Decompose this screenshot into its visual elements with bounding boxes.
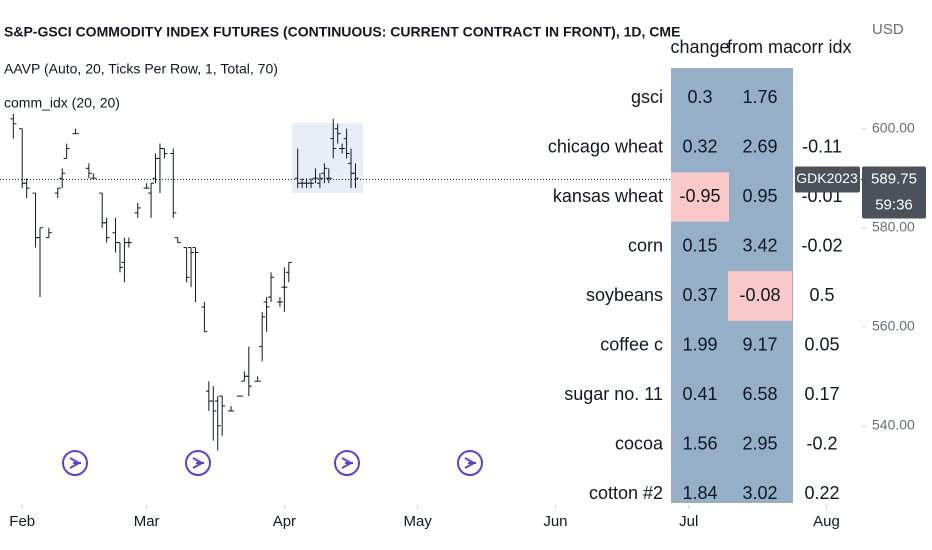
row-label: kansas wheat xyxy=(553,186,663,206)
highlight-region xyxy=(292,123,363,193)
cell-value: 6.58 xyxy=(742,384,777,404)
column-header: from ma xyxy=(727,37,794,57)
event-icon[interactable] xyxy=(334,450,360,476)
chart-title: S&P-GSCI COMMODITY INDEX FUTURES (CONTIN… xyxy=(4,24,680,40)
cell-value: 1.76 xyxy=(742,87,777,107)
price-badge xyxy=(862,166,926,219)
row-label: cocoa xyxy=(615,433,664,453)
y-tick-label: 600.00 xyxy=(872,119,915,135)
row-label: sugar no. 11 xyxy=(564,384,663,404)
x-tick-label: Aug xyxy=(813,513,840,530)
row-label: corn xyxy=(628,235,663,255)
axes: 600.00 580.00 560.00 540.00 Feb Mar Apr May Jun J… xyxy=(9,119,926,530)
cell-value: 2.69 xyxy=(742,136,777,156)
cell-value: 1.84 xyxy=(682,483,717,503)
symbol-label: GDK2023 xyxy=(796,170,858,186)
y-tick-label: 540.00 xyxy=(872,416,915,432)
negative-cell xyxy=(671,172,729,222)
cell-value: -0.08 xyxy=(739,285,780,305)
event-icon[interactable] xyxy=(62,450,88,476)
x-tick-label: Feb xyxy=(9,513,35,530)
cell-value: -0.95 xyxy=(679,186,720,206)
x-tick-label: Apr xyxy=(273,513,296,530)
cell-value: 0.15 xyxy=(682,235,717,255)
cell-value: 0.5 xyxy=(809,285,834,305)
column-header: change xyxy=(670,37,729,57)
symbol-badge xyxy=(795,166,860,193)
indicator-label: comm_idx (20, 20) xyxy=(4,95,120,111)
cell-value: 9.17 xyxy=(742,334,777,354)
cell-value: 0.32 xyxy=(682,136,717,156)
cell-value: 0.41 xyxy=(682,384,717,404)
cell-value: 3.02 xyxy=(742,483,777,503)
row-label: chicago wheat xyxy=(548,136,663,156)
cell-value: -0.02 xyxy=(801,235,842,255)
cell-value: 2.95 xyxy=(742,433,777,453)
cell-value: -0.11 xyxy=(802,136,842,156)
x-tick-label: Jun xyxy=(543,513,567,530)
row-label: cotton #2 xyxy=(589,483,663,503)
events xyxy=(62,450,483,476)
cell-value: 0.22 xyxy=(804,483,839,503)
cell-value: 1.56 xyxy=(682,433,717,453)
cell-value: -0.2 xyxy=(806,433,837,453)
currency-label: USD xyxy=(872,21,904,38)
price-label: 589.75 xyxy=(871,170,917,187)
column-header: corr idx xyxy=(792,37,851,57)
x-tick-label: Jul xyxy=(679,513,698,530)
cell-value: 0.3 xyxy=(687,87,712,107)
cell-value: 1.99 xyxy=(682,334,717,354)
row-label: soybeans xyxy=(586,285,663,305)
cell-value: 3.42 xyxy=(742,235,777,255)
cell-value: 0.05 xyxy=(804,334,839,354)
event-icon[interactable] xyxy=(185,450,211,476)
event-icon[interactable] xyxy=(457,450,483,476)
row-label: coffee c xyxy=(600,334,663,354)
plot xyxy=(0,113,862,451)
cell-value: 0.95 xyxy=(742,186,777,206)
y-tick-label: 580.00 xyxy=(872,218,915,234)
row-label: gsci xyxy=(631,87,663,107)
y-tick-label: 560.00 xyxy=(872,317,915,333)
cell-value: 0.17 xyxy=(804,384,839,404)
negative-cell xyxy=(728,271,792,321)
indicator-label: AAVP (Auto, 20, Ticks Per Row, 1, Total,… xyxy=(4,61,278,77)
x-tick-label: Mar xyxy=(134,513,160,530)
countdown-label: 59:36 xyxy=(875,196,913,213)
x-tick-label: May xyxy=(403,513,432,530)
cell-value: 0.37 xyxy=(682,285,717,305)
